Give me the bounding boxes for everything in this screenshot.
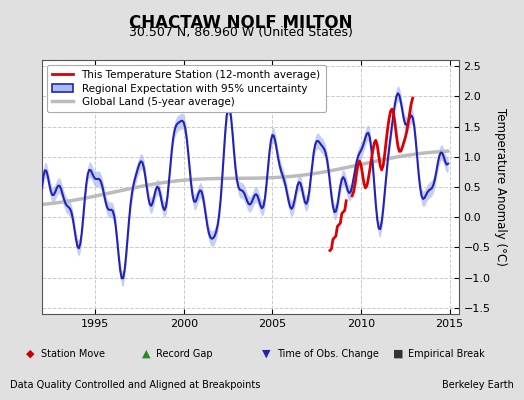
Text: 30.507 N, 86.960 W (United States): 30.507 N, 86.960 W (United States) [129, 26, 353, 39]
Text: Time of Obs. Change: Time of Obs. Change [277, 349, 378, 359]
Text: ■: ■ [393, 349, 403, 359]
Legend: This Temperature Station (12-month average), Regional Expectation with 95% uncer: This Temperature Station (12-month avera… [47, 65, 326, 112]
Text: Station Move: Station Move [41, 349, 105, 359]
Text: Record Gap: Record Gap [156, 349, 213, 359]
Text: ▼: ▼ [262, 349, 270, 359]
Y-axis label: Temperature Anomaly (°C): Temperature Anomaly (°C) [494, 108, 507, 266]
Text: ◆: ◆ [26, 349, 35, 359]
Text: ▲: ▲ [141, 349, 150, 359]
Text: Berkeley Earth: Berkeley Earth [442, 380, 514, 390]
Text: CHACTAW NOLF MILTON: CHACTAW NOLF MILTON [129, 14, 353, 32]
Text: Data Quality Controlled and Aligned at Breakpoints: Data Quality Controlled and Aligned at B… [10, 380, 261, 390]
Text: Empirical Break: Empirical Break [408, 349, 484, 359]
